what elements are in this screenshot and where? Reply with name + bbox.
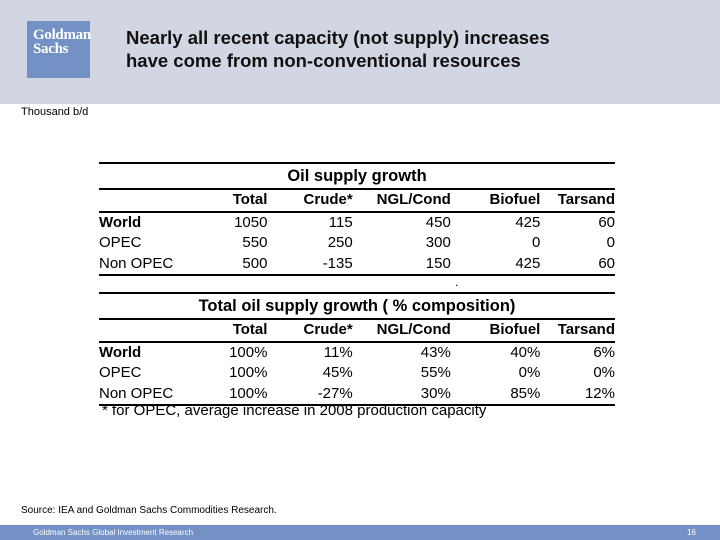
title-line-2: have come from non-conventional resource… bbox=[126, 50, 521, 71]
logo-line-1: Goldman bbox=[33, 27, 91, 43]
column-header: Crude* bbox=[267, 189, 353, 213]
source-note: Source: IEA and Goldman Sachs Commoditie… bbox=[21, 505, 277, 516]
footer-text: Goldman Sachs Global Investment Research bbox=[33, 528, 194, 537]
table-cell: 0% bbox=[593, 364, 615, 381]
column-header: Tarsand bbox=[540, 319, 615, 343]
table-cell: 45% bbox=[322, 364, 353, 381]
table-row: World 1050 115 450 425 60 bbox=[99, 212, 615, 234]
page-number: 16 bbox=[687, 528, 696, 537]
table-cell: 43% bbox=[420, 343, 451, 361]
table-cell: 100% bbox=[229, 364, 268, 381]
slide-title: Nearly all recent capacity (not supply) … bbox=[126, 26, 706, 72]
table-cell: 250 bbox=[327, 234, 353, 251]
column-header: Biofuel bbox=[450, 319, 541, 343]
table-cell: 425 bbox=[450, 253, 541, 276]
column-header: Tarsand bbox=[540, 189, 615, 213]
row-label: World bbox=[99, 343, 142, 361]
table-cell: 55% bbox=[420, 364, 451, 381]
table-cell: 150 bbox=[352, 253, 451, 276]
table-cell: 115 bbox=[328, 213, 353, 231]
oil-supply-growth-table: Oil supply growth Total Crude* NGL/Cond … bbox=[99, 162, 615, 276]
table-cell: 40% bbox=[510, 343, 541, 361]
table-cell: 1050 bbox=[234, 213, 268, 231]
table-cell: -27% bbox=[267, 383, 353, 406]
column-header: Biofuel bbox=[450, 189, 541, 213]
table-row: OPEC 100% 45% 55% 0% 0% bbox=[99, 363, 615, 384]
separator-dot: . bbox=[455, 275, 459, 289]
table-cell: 450 bbox=[425, 213, 451, 231]
table-cell: 550 bbox=[242, 234, 268, 251]
column-header: NGL/Cond bbox=[352, 189, 451, 213]
table-cell: 11% bbox=[323, 343, 353, 361]
table-title: Total oil supply growth ( % composition) bbox=[99, 293, 615, 320]
table-cell: 0 bbox=[606, 234, 615, 251]
goldman-sachs-logo: Goldman Sachs bbox=[27, 21, 91, 78]
table-row: Non OPEC 100% -27% 30% 85% 12% bbox=[99, 383, 615, 406]
table-cell: 425 bbox=[515, 213, 541, 231]
unit-label: Thousand b/d bbox=[21, 106, 89, 118]
table-row: Non OPEC 500 -135 150 425 60 bbox=[99, 253, 615, 276]
table-cell: -135 bbox=[267, 253, 353, 276]
table-cell: 0% bbox=[518, 364, 541, 381]
header-bar: Goldman Sachs Nearly all recent capacity… bbox=[0, 0, 720, 104]
table-cell: 60 bbox=[598, 213, 615, 231]
supply-composition-table: Total oil supply growth ( % composition)… bbox=[99, 292, 615, 406]
row-label: Non OPEC bbox=[99, 383, 193, 406]
table-cell: 30% bbox=[352, 383, 451, 406]
table-header-row: Total Crude* NGL/Cond Biofuel Tarsand bbox=[99, 319, 615, 343]
table-footnote: * for OPEC, average increase in 2008 pro… bbox=[102, 402, 487, 419]
table-header-row: Total Crude* NGL/Cond Biofuel Tarsand bbox=[99, 189, 615, 213]
table-cell: 6% bbox=[593, 343, 615, 361]
column-header: NGL/Cond bbox=[352, 319, 451, 343]
table-cell: 300 bbox=[425, 234, 451, 251]
row-label: OPEC bbox=[99, 234, 142, 251]
table-cell: 100% bbox=[192, 383, 268, 406]
row-label: OPEC bbox=[99, 364, 142, 381]
table-cell: 100% bbox=[229, 343, 268, 361]
row-label: World bbox=[99, 213, 142, 231]
logo-line-2: Sachs bbox=[33, 41, 69, 57]
table-row: World 100% 11% 43% 40% 6% bbox=[99, 342, 615, 364]
column-header: Crude* bbox=[267, 319, 353, 343]
title-line-1: Nearly all recent capacity (not supply) … bbox=[126, 27, 550, 48]
table-cell: 0 bbox=[532, 234, 541, 251]
table-row: OPEC 550 250 300 0 0 bbox=[99, 233, 615, 254]
column-header: Total bbox=[192, 319, 268, 343]
table-cell: 60 bbox=[540, 253, 615, 276]
column-header: Total bbox=[192, 189, 268, 213]
table-cell: 85% bbox=[450, 383, 541, 406]
table-title: Oil supply growth bbox=[99, 163, 615, 190]
row-label: Non OPEC bbox=[99, 253, 193, 276]
footer-bar: Goldman Sachs Global Investment Research… bbox=[0, 525, 720, 540]
table-cell: 500 bbox=[192, 253, 268, 276]
table-cell: 12% bbox=[540, 383, 615, 406]
